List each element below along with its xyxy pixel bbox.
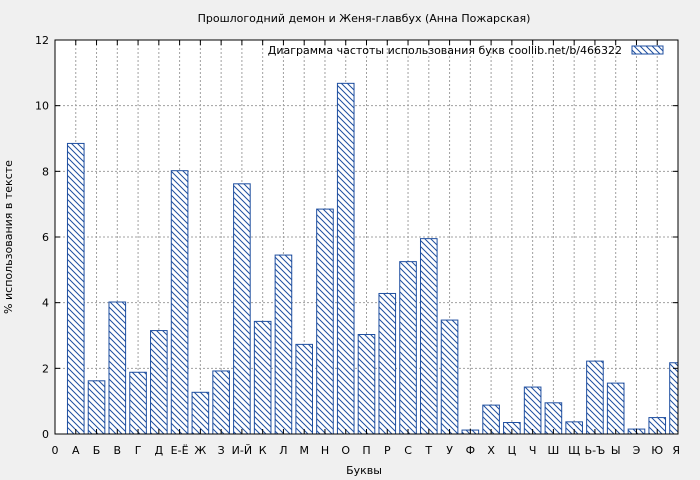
bar-И-Й <box>233 183 251 435</box>
x-tick-label: З <box>218 444 225 457</box>
x-tick-label: Т <box>424 444 432 457</box>
x-tick-label: И-Й <box>232 444 252 457</box>
y-tick-label: 12 <box>35 34 49 47</box>
bar-З <box>212 370 230 435</box>
bar-Н <box>316 208 334 435</box>
x-tick-label: Ы <box>611 444 621 457</box>
x-tick-label: Ш <box>548 444 560 457</box>
x-tick-label: П <box>362 444 370 457</box>
chart-title: Прошлогодний демон и Женя-главбух (Анна … <box>198 12 531 25</box>
y-tick-label: 6 <box>42 231 49 244</box>
x-tick-label: Ь-Ъ <box>585 444 606 457</box>
x-tick-label: К <box>259 444 267 457</box>
x-axis-label: Буквы <box>346 464 382 477</box>
x-tick-label: В <box>114 444 122 457</box>
y-axis-label: % использования в тексте <box>2 160 15 314</box>
legend-swatch <box>631 45 664 55</box>
x-tick-label: Д <box>155 444 164 457</box>
bar-О <box>336 82 355 435</box>
legend: Диаграмма частоты использования букв coo… <box>268 44 664 57</box>
y-axis-ticks: 0 2 4 6 8 10 12 <box>35 34 678 441</box>
x-tick-label: Л <box>279 444 287 457</box>
x-tick-label: Е-Ё <box>171 444 189 457</box>
x-tick-label: Г <box>135 444 142 457</box>
bar-Т <box>419 238 438 435</box>
bar-Л <box>274 254 293 435</box>
x-tick-label: У <box>446 444 453 457</box>
bar-У <box>440 319 459 435</box>
bar-С <box>399 261 417 435</box>
bar-К <box>253 320 272 435</box>
bar-Е-Ё <box>170 170 189 435</box>
y-tick-label: 4 <box>42 297 49 310</box>
bar-М <box>295 343 314 435</box>
x-axis-ticks: 0 А Б В Г Д Е-Ё Ж З И-Й К Л М Н О П Р С Т У Ф Х Ц Ч Ш Щ Ь-Ъ Ы Э Ю Я <box>52 40 680 457</box>
x-tick-label: 0 <box>52 444 59 457</box>
x-tick-label: Ц <box>508 444 517 457</box>
x-tick-label: Я <box>672 444 680 457</box>
bar-П <box>357 334 376 435</box>
x-tick-label: Ю <box>651 444 663 457</box>
bar-Д <box>150 330 168 435</box>
x-tick-label: Б <box>93 444 101 457</box>
x-tick-label: С <box>404 444 412 457</box>
bar-В <box>108 301 127 435</box>
bars-group <box>66 82 679 435</box>
bar-Ж <box>191 391 210 435</box>
bar-Ь-Ъ <box>586 360 604 435</box>
x-tick-label: Э <box>633 444 641 457</box>
bar-Ч <box>523 386 542 435</box>
y-tick-label: 10 <box>35 100 49 113</box>
x-tick-label: Ф <box>466 444 475 457</box>
y-tick-label: 2 <box>42 362 49 375</box>
x-tick-label: Ч <box>529 444 537 457</box>
bar-А <box>66 142 85 435</box>
y-tick-label: 0 <box>42 428 49 441</box>
legend-label: Диаграмма частоты использования букв coo… <box>268 44 622 57</box>
bar-Б <box>87 380 106 435</box>
x-tick-label: Щ <box>568 444 580 457</box>
x-tick-label: Х <box>487 444 495 457</box>
x-tick-label: А <box>72 444 80 457</box>
x-tick-label: О <box>341 444 350 457</box>
y-tick-label: 8 <box>42 165 49 178</box>
bar-Г <box>129 371 147 435</box>
x-tick-label: Ж <box>194 444 206 457</box>
x-tick-label: Н <box>321 444 329 457</box>
x-tick-label: М <box>299 444 309 457</box>
bar-Я <box>669 362 679 435</box>
bar-Р <box>378 292 397 435</box>
x-tick-label: Р <box>384 444 391 457</box>
bar-Ы <box>606 382 625 435</box>
